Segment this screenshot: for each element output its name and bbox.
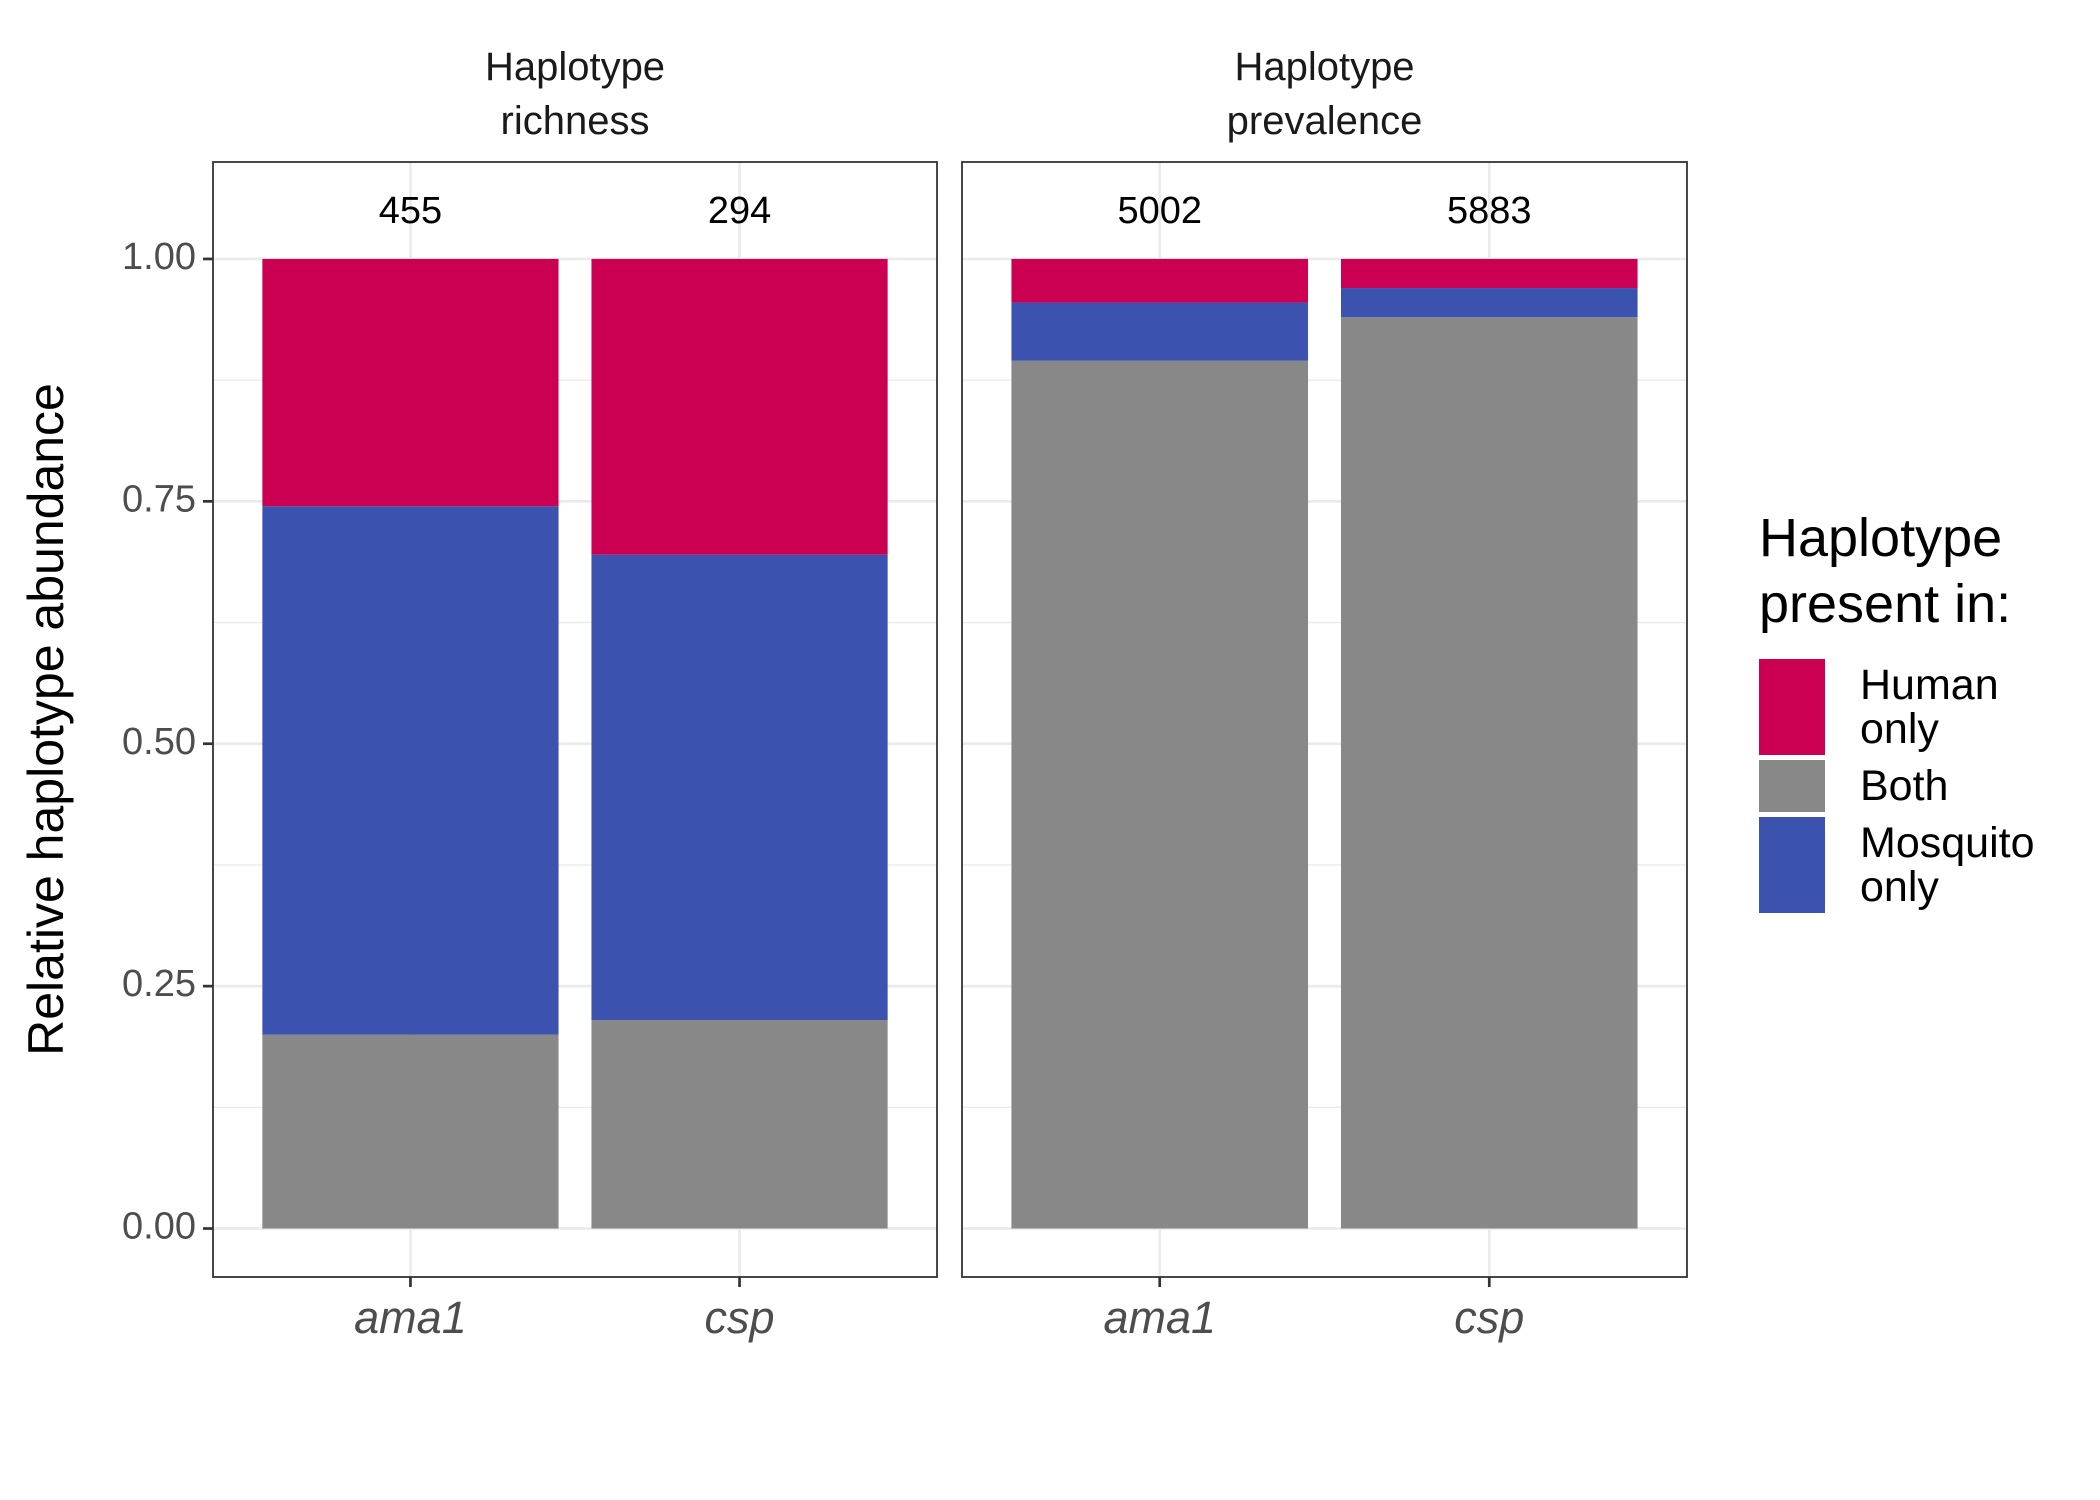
legend-label: Human only	[1860, 661, 1999, 753]
total-label: 5883	[1447, 190, 1532, 232]
y-axis-label: Relative haplotype abundance	[18, 383, 74, 1056]
total-label: 294	[708, 190, 771, 232]
x-tick-label: csp	[705, 1292, 775, 1343]
bar-segment	[1011, 360, 1309, 1229]
x-tick-label: csp	[1454, 1292, 1524, 1343]
bar-segment	[591, 1020, 888, 1229]
bar-segment	[591, 258, 888, 555]
bar-segment	[1340, 258, 1638, 289]
x-tick-label: ama1	[1103, 1292, 1216, 1343]
y-tick-label: 0.00	[122, 1206, 196, 1248]
legend-key	[1759, 659, 1825, 755]
panel-border	[212, 161, 938, 1278]
bar-segment	[262, 258, 559, 507]
panel-border	[961, 161, 1688, 1278]
legend-item: Both	[1759, 760, 2089, 812]
legend-item: Mosquito only	[1759, 817, 2089, 913]
y-tick-label: 0.75	[122, 478, 196, 520]
bar-segment	[262, 506, 559, 1035]
facet-title: Haplotype richness	[484, 45, 666, 143]
bar-segment	[1340, 288, 1638, 318]
total-label: 5002	[1117, 190, 1202, 232]
legend-key	[1759, 817, 1825, 913]
bar-segment	[1011, 302, 1309, 361]
legend-label: Both	[1860, 762, 1949, 810]
y-tick-label: 0.50	[122, 721, 196, 763]
legend-label: Mosquito only	[1860, 819, 2035, 911]
facet-title: Haplotype prevalence	[1226, 45, 1423, 143]
legend-item: Human only	[1759, 659, 2089, 755]
x-tick-label: ama1	[354, 1292, 467, 1343]
legend-title: Haplotype present in:	[1759, 508, 2012, 634]
y-tick-label: 1.00	[122, 236, 196, 278]
legend: Haplotype present in: Human only Both Mosq…	[1759, 505, 2089, 918]
bar-segment	[1011, 258, 1309, 303]
bar-segment	[262, 1034, 559, 1229]
legend-key	[1759, 760, 1825, 812]
bar-segment	[1340, 317, 1638, 1229]
bar-segment	[591, 554, 888, 1021]
total-label: 455	[379, 190, 442, 232]
y-tick-label: 0.25	[122, 963, 196, 1005]
